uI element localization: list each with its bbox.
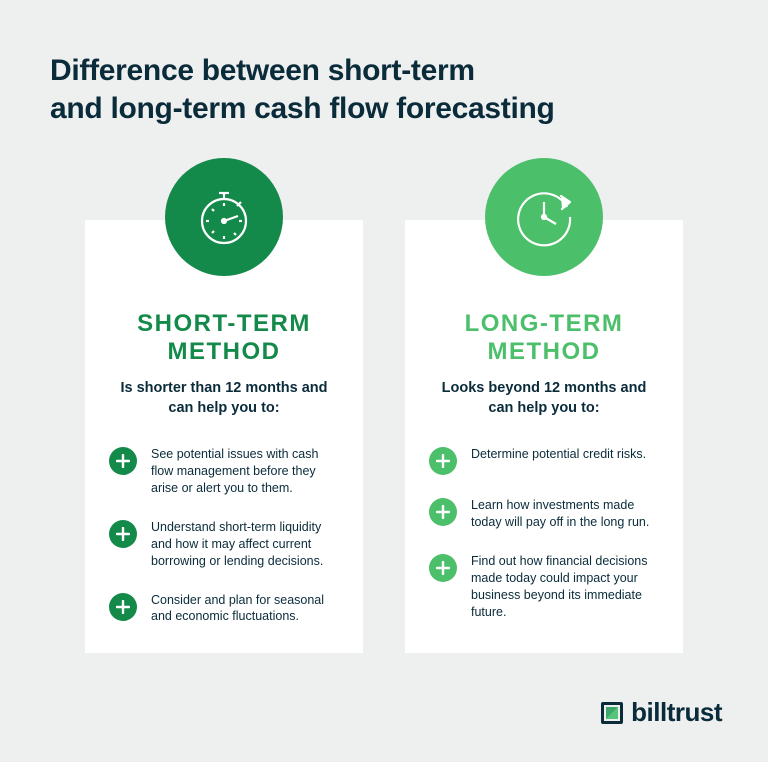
plus-icon	[429, 447, 457, 475]
cards-row: SHORT-TERM METHOD Is shorter than 12 mon…	[0, 220, 768, 653]
card-heading: SHORT-TERM METHOD	[109, 310, 339, 365]
card-subtitle: Is shorter than 12 months and can help y…	[109, 379, 339, 418]
list-item: Find out how financial decisions made to…	[429, 553, 659, 621]
card-heading: LONG-TERM METHOD	[429, 310, 659, 365]
bullet-text: Understand short-term liquidity and how …	[151, 519, 339, 570]
logo-mark-icon	[601, 702, 623, 724]
plus-icon	[109, 593, 137, 621]
bullet-text: Learn how investments made today will pa…	[471, 497, 659, 531]
bullet-text: Find out how financial decisions made to…	[471, 553, 659, 621]
list-item: Learn how investments made today will pa…	[429, 497, 659, 531]
plus-icon	[109, 447, 137, 475]
plus-icon	[429, 554, 457, 582]
plus-icon	[109, 520, 137, 548]
brand-name: billtrust	[631, 697, 722, 728]
stopwatch-icon	[165, 158, 283, 276]
list-item: Understand short-term liquidity and how …	[109, 519, 339, 570]
bullet-text: Determine potential credit risks.	[471, 446, 652, 463]
card-subtitle: Looks beyond 12 months and can help you …	[429, 379, 659, 418]
plus-icon	[429, 498, 457, 526]
long-term-card: LONG-TERM METHOD Looks beyond 12 months …	[405, 220, 683, 653]
bullet-text: See potential issues with cash flow mana…	[151, 446, 339, 497]
cycle-clock-icon	[485, 158, 603, 276]
short-term-card: SHORT-TERM METHOD Is shorter than 12 mon…	[85, 220, 363, 653]
list-item: Determine potential credit risks.	[429, 446, 659, 475]
page-title: Difference between short-termand long-te…	[50, 52, 555, 127]
bullet-text: Consider and plan for seasonal and econo…	[151, 592, 339, 626]
bullet-list: Determine potential credit risks. Learn …	[429, 446, 659, 620]
list-item: See potential issues with cash flow mana…	[109, 446, 339, 497]
bullet-list: See potential issues with cash flow mana…	[109, 446, 339, 625]
brand-logo: billtrust	[601, 697, 722, 728]
list-item: Consider and plan for seasonal and econo…	[109, 592, 339, 626]
